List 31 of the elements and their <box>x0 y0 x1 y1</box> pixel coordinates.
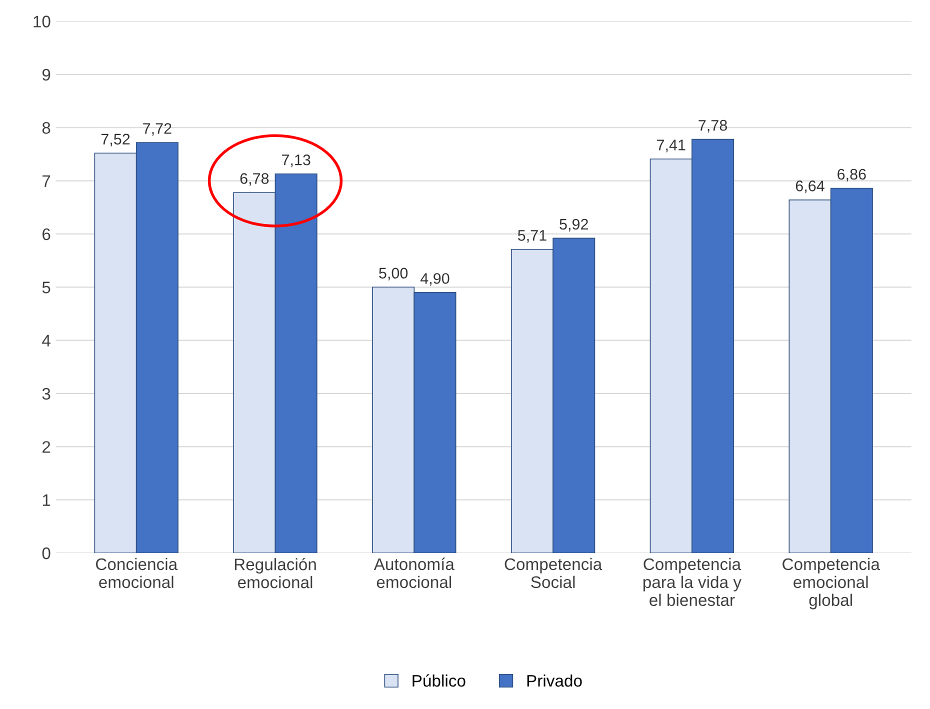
y-tick-label: 5 <box>42 282 50 294</box>
y-tick-label: 1 <box>42 494 50 506</box>
legend-label: Público <box>412 674 466 687</box>
y-tick-label: 6 <box>42 228 50 240</box>
data-label: 7,13 <box>282 154 310 168</box>
y-tick-label: 4 <box>42 334 50 346</box>
data-label: 6,64 <box>796 180 824 194</box>
x-tick-label: Conciencia emocional <box>96 558 178 588</box>
data-label: 6,78 <box>240 173 269 186</box>
y-tick-label: 3 <box>42 388 50 400</box>
data-label: 7,41 <box>657 140 686 152</box>
x-tick-label: Regulación emocional <box>234 558 316 588</box>
x-tick-label: Autonomía emocional <box>374 558 454 588</box>
y-tick-label: 8 <box>42 122 50 134</box>
x-tick-label: Competencia emocional global <box>782 558 880 610</box>
y-tick-label: 10 <box>34 16 50 28</box>
data-label: 5,92 <box>560 218 588 232</box>
x-tick-label: Competencia Social <box>504 558 602 588</box>
data-label: 7,78 <box>698 120 727 133</box>
legend-label: Privado <box>527 674 582 687</box>
data-label: 5,00 <box>379 268 408 280</box>
data-label: 7,72 <box>143 123 172 136</box>
y-tick-label: 2 <box>42 441 50 453</box>
y-tick-label: 0 <box>42 547 50 560</box>
y-tick-label: 9 <box>42 68 50 81</box>
data-label: 4,90 <box>420 273 450 286</box>
data-label: 5,71 <box>518 230 546 243</box>
x-tick-label: Competencia para la vida y el bienestar <box>643 558 742 606</box>
y-tick-label: 7 <box>42 175 50 187</box>
data-label: 7,52 <box>101 134 130 146</box>
data-label: 6,86 <box>838 168 866 182</box>
